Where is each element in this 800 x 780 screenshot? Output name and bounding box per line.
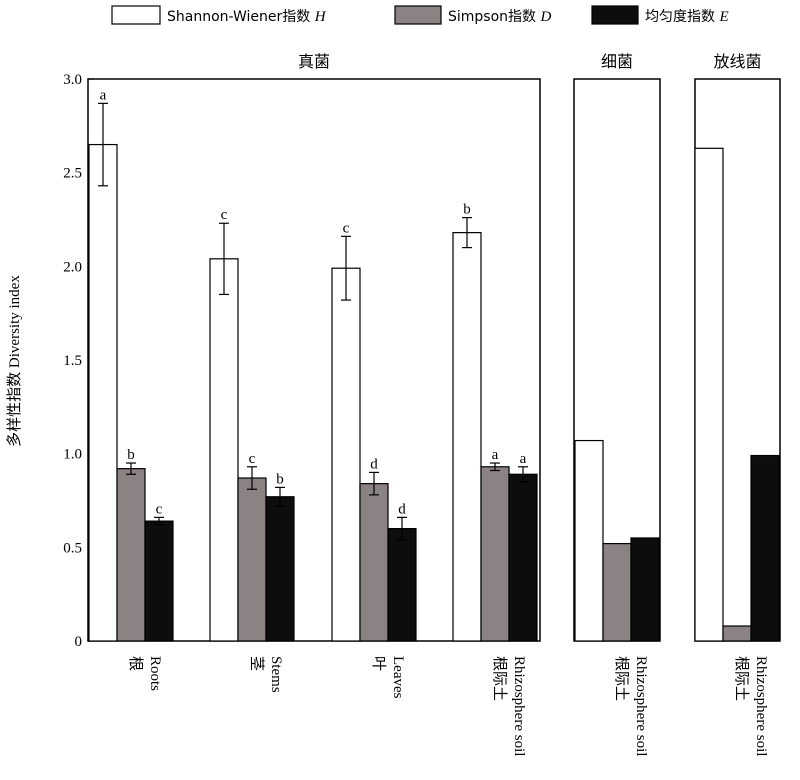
significance-letter: a xyxy=(100,87,107,103)
bar-d xyxy=(237,477,267,642)
bar-e xyxy=(630,537,660,642)
bar-d xyxy=(722,625,752,642)
bar-h xyxy=(574,439,604,642)
y-axis-label: 多样性指数 Diversity index xyxy=(6,275,23,447)
category-label-cn: 叶 xyxy=(370,656,388,671)
category-label-en: Stems xyxy=(268,656,284,693)
bar-e xyxy=(750,454,780,642)
y-tick-label: 2.0 xyxy=(63,259,82,275)
significance-letter: c xyxy=(156,501,163,517)
y-tick-label: 1.0 xyxy=(63,447,82,463)
bar-h xyxy=(694,147,724,642)
legend: Shannon-Wiener指数 H Simpson指数 D 均匀度指数 E xyxy=(111,5,729,25)
category-label-cn: 根际土 xyxy=(733,656,751,701)
category-label: 根 Roots xyxy=(127,656,163,691)
y-tick-label: 0.5 xyxy=(63,540,82,556)
significance-letter: b xyxy=(276,471,284,487)
bar-d xyxy=(116,468,146,642)
legend-label-shannon: Shannon-Wiener指数 H xyxy=(167,9,327,25)
category-label-cn: 根 xyxy=(127,656,145,671)
significance-letter: c xyxy=(249,451,256,467)
y-tick-label: 1.5 xyxy=(63,353,82,369)
bar-d xyxy=(359,483,389,642)
y-tick-label: 2.5 xyxy=(63,166,82,182)
category-label: 根际土 Rhizosphere soil xyxy=(613,656,649,756)
bar-e xyxy=(265,496,295,642)
category-label-cn: 根际土 xyxy=(491,656,509,701)
category-label-en: Rhizosphere soil xyxy=(753,656,769,756)
bar-h xyxy=(452,232,482,642)
significance-letter: a xyxy=(492,447,499,463)
bar-h xyxy=(209,258,239,642)
panel-frame xyxy=(87,78,541,642)
legend-swatch-simpson xyxy=(394,5,442,25)
legend-swatch-shannon xyxy=(111,5,161,25)
panel-title: 细菌 xyxy=(601,52,633,71)
category-label-en: Roots xyxy=(147,656,163,691)
significance-letter: a xyxy=(520,451,527,467)
category-label-en: Leaves xyxy=(390,656,406,699)
y-tick-label: 3.0 xyxy=(63,72,82,88)
bar-e xyxy=(508,473,538,642)
significance-letter: c xyxy=(221,207,228,223)
significance-letter: d xyxy=(398,501,406,517)
category-label-en: Rhizosphere soil xyxy=(633,656,649,756)
category-label: 根际土 Rhizosphere soil xyxy=(733,656,769,756)
legend-label-simpson: Simpson指数 D xyxy=(448,9,551,25)
category-label-en: Rhizosphere soil xyxy=(511,656,527,756)
plot-area: 0 0.5 1.0 1.5 2.0 2.5 3.0 真菌 a b c 根 Roots c c b 茎 Stems c… xyxy=(63,52,781,756)
panel-title: 真菌 xyxy=(298,52,330,71)
legend-swatch-evenness xyxy=(591,5,639,25)
significance-letter: c xyxy=(343,220,350,236)
bar-e xyxy=(387,527,417,642)
bar-e xyxy=(144,520,174,642)
y-tick-label: 0 xyxy=(75,634,83,650)
category-label-cn: 茎 xyxy=(248,656,266,671)
bar-h xyxy=(88,143,118,642)
panel-title: 放线菌 xyxy=(713,52,761,71)
category-label-cn: 根际土 xyxy=(613,656,631,701)
category-label: 茎 Stems xyxy=(248,656,284,693)
legend-label-evenness: 均匀度指数 E xyxy=(645,9,729,25)
significance-letter: b xyxy=(463,202,471,218)
category-label: 根际土 Rhizosphere soil xyxy=(491,656,527,756)
bar-d xyxy=(480,466,510,642)
bar-h xyxy=(331,267,361,642)
significance-letter: b xyxy=(127,447,135,463)
bar-d xyxy=(602,542,632,642)
significance-letter: d xyxy=(370,456,378,472)
category-label: 叶 Leaves xyxy=(370,656,406,699)
